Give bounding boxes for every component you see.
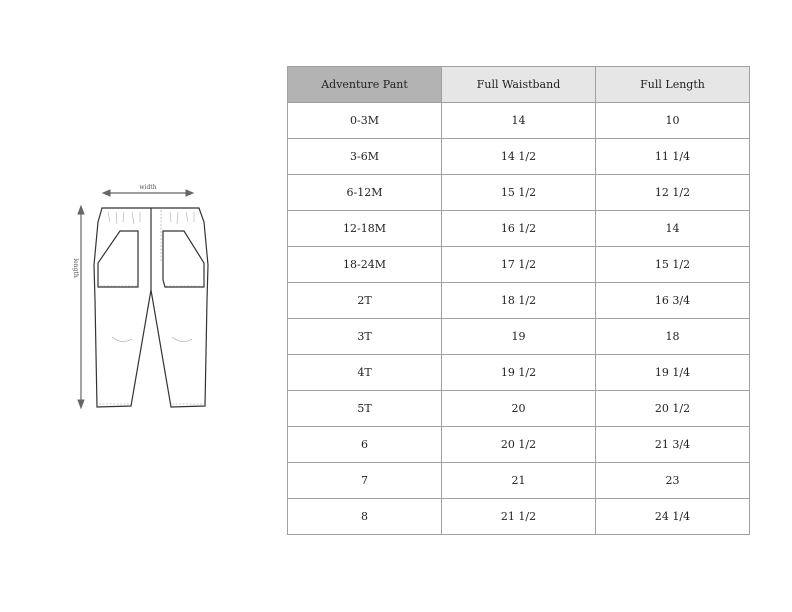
length-arrow [77, 204, 85, 410]
length-cell: 15 1/2 [595, 246, 750, 283]
length-cell: 16 3/4 [595, 282, 750, 319]
waistband-cell: 16 1/2 [441, 210, 596, 247]
size-cell: 3-6M [287, 138, 442, 175]
length-cell: 14 [595, 210, 750, 247]
table-row: 3T 19 18 [287, 318, 750, 355]
length-cell: 23 [595, 462, 750, 499]
size-cell: 7 [287, 462, 442, 499]
table-row: 6-12M 15 1/2 12 1/2 [287, 174, 750, 211]
length-cell: 10 [595, 102, 750, 139]
length-cell: 24 1/4 [595, 498, 750, 535]
width-arrow [101, 189, 195, 197]
waistband-cell: 18 1/2 [441, 282, 596, 319]
table-header-row: Adventure Pant Full Waistband Full Lengt… [287, 66, 750, 103]
waistband-cell: 19 1/2 [441, 354, 596, 391]
waistband-cell: 15 1/2 [441, 174, 596, 211]
waistband-cell: 17 1/2 [441, 246, 596, 283]
size-cell: 0-3M [287, 102, 442, 139]
size-cell: 8 [287, 498, 442, 535]
pant-diagram: width length [72, 184, 209, 410]
table-row: 0-3M 14 10 [287, 102, 750, 139]
size-cell: 3T [287, 318, 442, 355]
table-row: 18-24M 17 1/2 15 1/2 [287, 246, 750, 283]
table-row: 6 20 1/2 21 3/4 [287, 426, 750, 463]
length-cell: 19 1/4 [595, 354, 750, 391]
pant-outline [93, 207, 209, 408]
length-cell: 11 1/4 [595, 138, 750, 175]
waistband-cell: 14 [441, 102, 596, 139]
waistband-cell: 21 1/2 [441, 498, 596, 535]
size-chart-table: Adventure Pant Full Waistband Full Lengt… [287, 66, 750, 535]
size-cell: 4T [287, 354, 442, 391]
waistband-cell: 20 1/2 [441, 426, 596, 463]
size-cell: 5T [287, 390, 442, 427]
length-label: length [72, 258, 79, 278]
size-cell: 18-24M [287, 246, 442, 283]
table-row: 8 21 1/2 24 1/4 [287, 498, 750, 535]
waistband-cell: 21 [441, 462, 596, 499]
length-cell: 20 1/2 [595, 390, 750, 427]
table-row: 5T 20 20 1/2 [287, 390, 750, 427]
size-cell: 6 [287, 426, 442, 463]
length-cell: 21 3/4 [595, 426, 750, 463]
header-adventure-pant: Adventure Pant [287, 66, 442, 103]
table-row: 3-6M 14 1/2 11 1/4 [287, 138, 750, 175]
waistband-cell: 20 [441, 390, 596, 427]
length-cell: 18 [595, 318, 750, 355]
waistband-cell: 14 1/2 [441, 138, 596, 175]
table-row: 2T 18 1/2 16 3/4 [287, 282, 750, 319]
header-full-waistband: Full Waistband [441, 66, 596, 103]
size-cell: 12-18M [287, 210, 442, 247]
waistband-cell: 19 [441, 318, 596, 355]
size-cell: 6-12M [287, 174, 442, 211]
table-row: 4T 19 1/2 19 1/4 [287, 354, 750, 391]
table-row: 12-18M 16 1/2 14 [287, 210, 750, 247]
width-label: width [139, 184, 156, 191]
header-full-length: Full Length [595, 66, 750, 103]
length-cell: 12 1/2 [595, 174, 750, 211]
table-row: 7 21 23 [287, 462, 750, 499]
size-cell: 2T [287, 282, 442, 319]
